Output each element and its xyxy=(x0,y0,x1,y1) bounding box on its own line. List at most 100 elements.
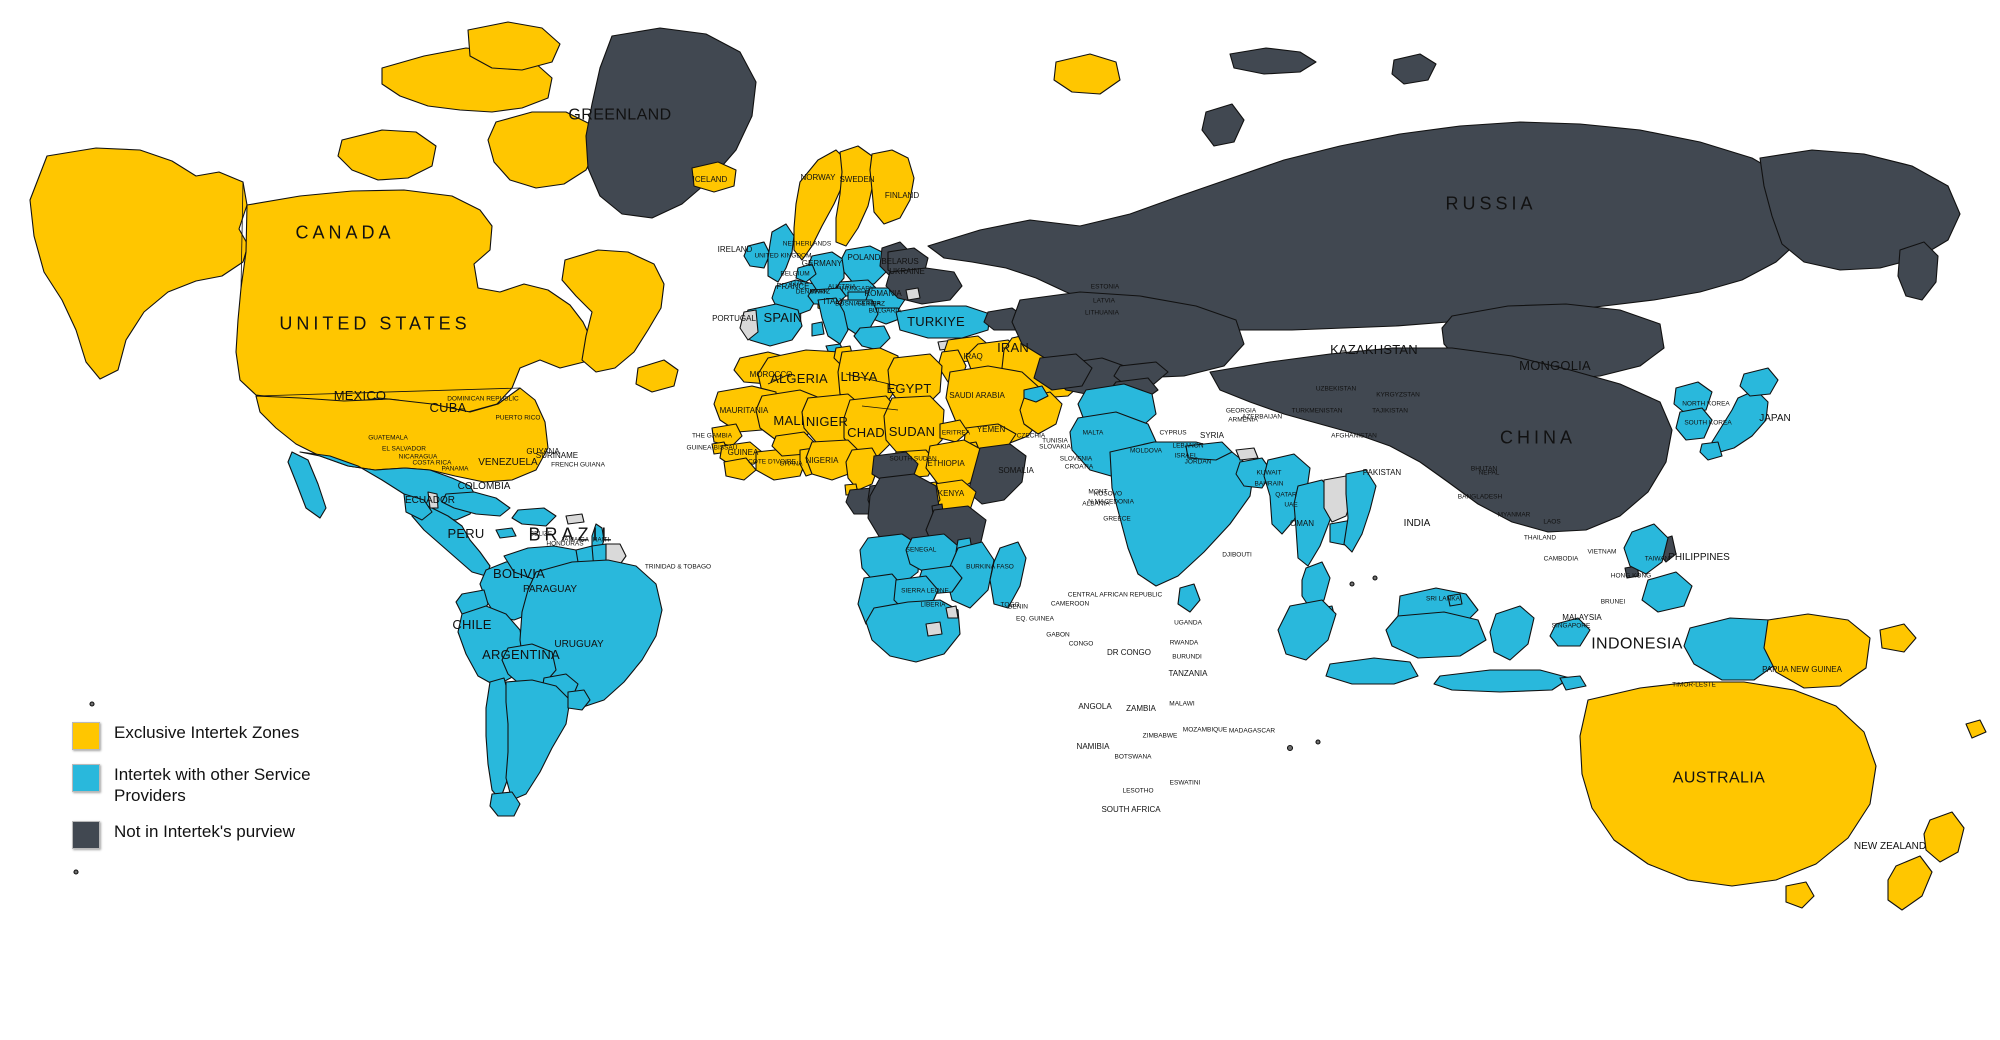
region-moldova xyxy=(906,288,920,300)
region-novaya-zemlya xyxy=(1202,104,1244,146)
legend-item-with-others[interactable]: Intertek with other Service Providers xyxy=(72,764,372,807)
region-finland xyxy=(870,150,914,224)
region-victoria-island xyxy=(338,130,436,180)
region-japan-kyushu xyxy=(1700,442,1722,460)
region-greenland xyxy=(586,28,756,218)
region-senegal-gambia xyxy=(712,424,742,446)
region-cuba xyxy=(442,492,510,516)
region-portugal xyxy=(740,310,758,340)
region-hispaniola xyxy=(512,508,556,526)
region-belize xyxy=(428,492,438,508)
border-africa-internal xyxy=(768,374,898,410)
map-legend: Exclusive Intertek Zones Intertek with ot… xyxy=(72,722,372,863)
region-new-zealand-north xyxy=(1924,812,1964,862)
region-south-korea xyxy=(1676,408,1712,440)
region-uae-qatar-bahrain-kuwait xyxy=(1024,386,1048,402)
speck-pacific-1 xyxy=(1350,582,1354,586)
border-alaska-canada xyxy=(241,182,243,288)
legend-swatch-with-others xyxy=(72,764,100,792)
speck-atlantic-1 xyxy=(90,702,94,706)
region-somalia xyxy=(968,444,1026,504)
region-oman xyxy=(1020,392,1062,434)
region-patagonia-tip xyxy=(490,792,520,816)
region-lesotho xyxy=(926,622,942,636)
region-nepal xyxy=(1186,442,1232,460)
region-bangladesh xyxy=(1236,458,1272,488)
legend-label-with-others: Intertek with other Service Providers xyxy=(114,765,311,806)
region-eswatini xyxy=(946,606,958,618)
region-indonesia-sulawesi xyxy=(1490,606,1534,660)
region-saudi-arabia xyxy=(946,366,1044,446)
speck-pacific-2 xyxy=(1373,576,1377,580)
region-canada xyxy=(236,190,594,415)
region-png-islands xyxy=(1880,624,1916,652)
region-brunei xyxy=(1448,594,1462,606)
region-ukraine xyxy=(886,268,962,304)
region-iceland xyxy=(692,162,736,192)
region-russia-kamchatka xyxy=(1898,242,1938,300)
legend-label-not-purview: Not in Intertek's purview xyxy=(114,821,295,841)
region-eritrea xyxy=(940,420,968,442)
region-turkiye xyxy=(896,306,990,338)
region-indonesia-maluku xyxy=(1550,618,1590,646)
region-north-korea xyxy=(1674,382,1712,414)
region-mexico-baja xyxy=(288,452,326,518)
region-kyrgyzstan xyxy=(1114,362,1168,384)
region-indonesia-borneo xyxy=(1386,612,1486,658)
region-greece xyxy=(854,326,890,350)
region-japan-honshu xyxy=(1712,390,1768,452)
region-india xyxy=(1110,442,1254,586)
region-turkmenistan xyxy=(1034,354,1092,390)
border-usa-canada xyxy=(256,388,520,396)
region-benelux xyxy=(796,264,816,282)
region-severnaya-zemlya xyxy=(1392,54,1436,84)
region-china xyxy=(1210,348,1672,532)
region-newfoundland xyxy=(636,360,678,392)
speck-indian-2 xyxy=(1316,740,1320,744)
region-argentina xyxy=(506,680,570,800)
legend-item-not-purview[interactable]: Not in Intertek's purview xyxy=(72,820,372,849)
legend-swatch-exclusive xyxy=(72,722,100,750)
region-australia xyxy=(1580,682,1876,886)
region-ellesmere-island xyxy=(468,22,560,70)
region-fiji xyxy=(1966,720,1986,738)
region-svalbard xyxy=(1054,54,1120,94)
legend-item-exclusive[interactable]: Exclusive Intertek Zones xyxy=(72,722,372,750)
region-franz-josef-land xyxy=(1230,48,1316,74)
region-tasmania xyxy=(1786,882,1814,908)
region-uruguay xyxy=(568,690,590,710)
region-alaska xyxy=(30,148,248,379)
region-norway xyxy=(794,150,846,260)
region-guinea xyxy=(720,442,762,466)
region-indonesia-java xyxy=(1326,658,1418,684)
region-jamaica xyxy=(496,528,516,538)
region-japan-hokkaido xyxy=(1740,368,1778,396)
region-puerto-rico xyxy=(566,514,584,524)
speck-atlantic-2 xyxy=(74,870,78,874)
region-sierra-leone-liberia xyxy=(724,458,756,480)
speck-indian-1 xyxy=(1288,746,1293,751)
region-canada-east xyxy=(562,250,664,372)
region-timor-leste xyxy=(1560,676,1586,690)
region-new-zealand-south xyxy=(1888,856,1932,910)
region-philippines xyxy=(1624,524,1668,574)
region-united-kingdom xyxy=(768,224,794,282)
region-indonesia-papua xyxy=(1684,618,1782,680)
region-sri-lanka xyxy=(1178,584,1200,612)
region-papua-new-guinea xyxy=(1764,614,1870,688)
region-sweden xyxy=(836,146,874,246)
region-madagascar xyxy=(990,542,1026,608)
region-indonesia-lesser-sunda xyxy=(1434,670,1570,692)
region-baffin-island xyxy=(488,112,598,188)
legend-label-exclusive: Exclusive Intertek Zones xyxy=(114,723,300,742)
region-vietnam xyxy=(1344,470,1376,552)
region-cameroon xyxy=(846,448,880,490)
region-philippines-south xyxy=(1642,572,1692,612)
region-indonesia-sumatra xyxy=(1278,600,1336,660)
region-ireland xyxy=(744,242,770,268)
region-south-africa xyxy=(866,600,960,662)
region-italy xyxy=(818,298,848,344)
region-bhutan xyxy=(1236,448,1258,460)
